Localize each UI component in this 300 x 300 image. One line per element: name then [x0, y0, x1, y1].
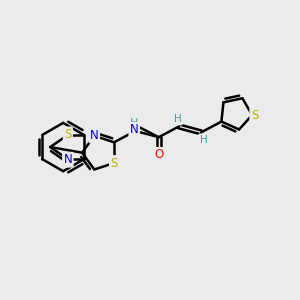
Text: H: H — [130, 118, 138, 128]
Text: S: S — [110, 157, 118, 169]
Text: N: N — [90, 129, 99, 142]
Text: H: H — [174, 114, 182, 124]
Text: S: S — [251, 109, 258, 122]
Text: H: H — [200, 135, 207, 145]
Text: N: N — [64, 153, 72, 166]
Text: N: N — [130, 123, 139, 136]
Text: S: S — [64, 128, 71, 141]
Text: O: O — [154, 148, 163, 161]
